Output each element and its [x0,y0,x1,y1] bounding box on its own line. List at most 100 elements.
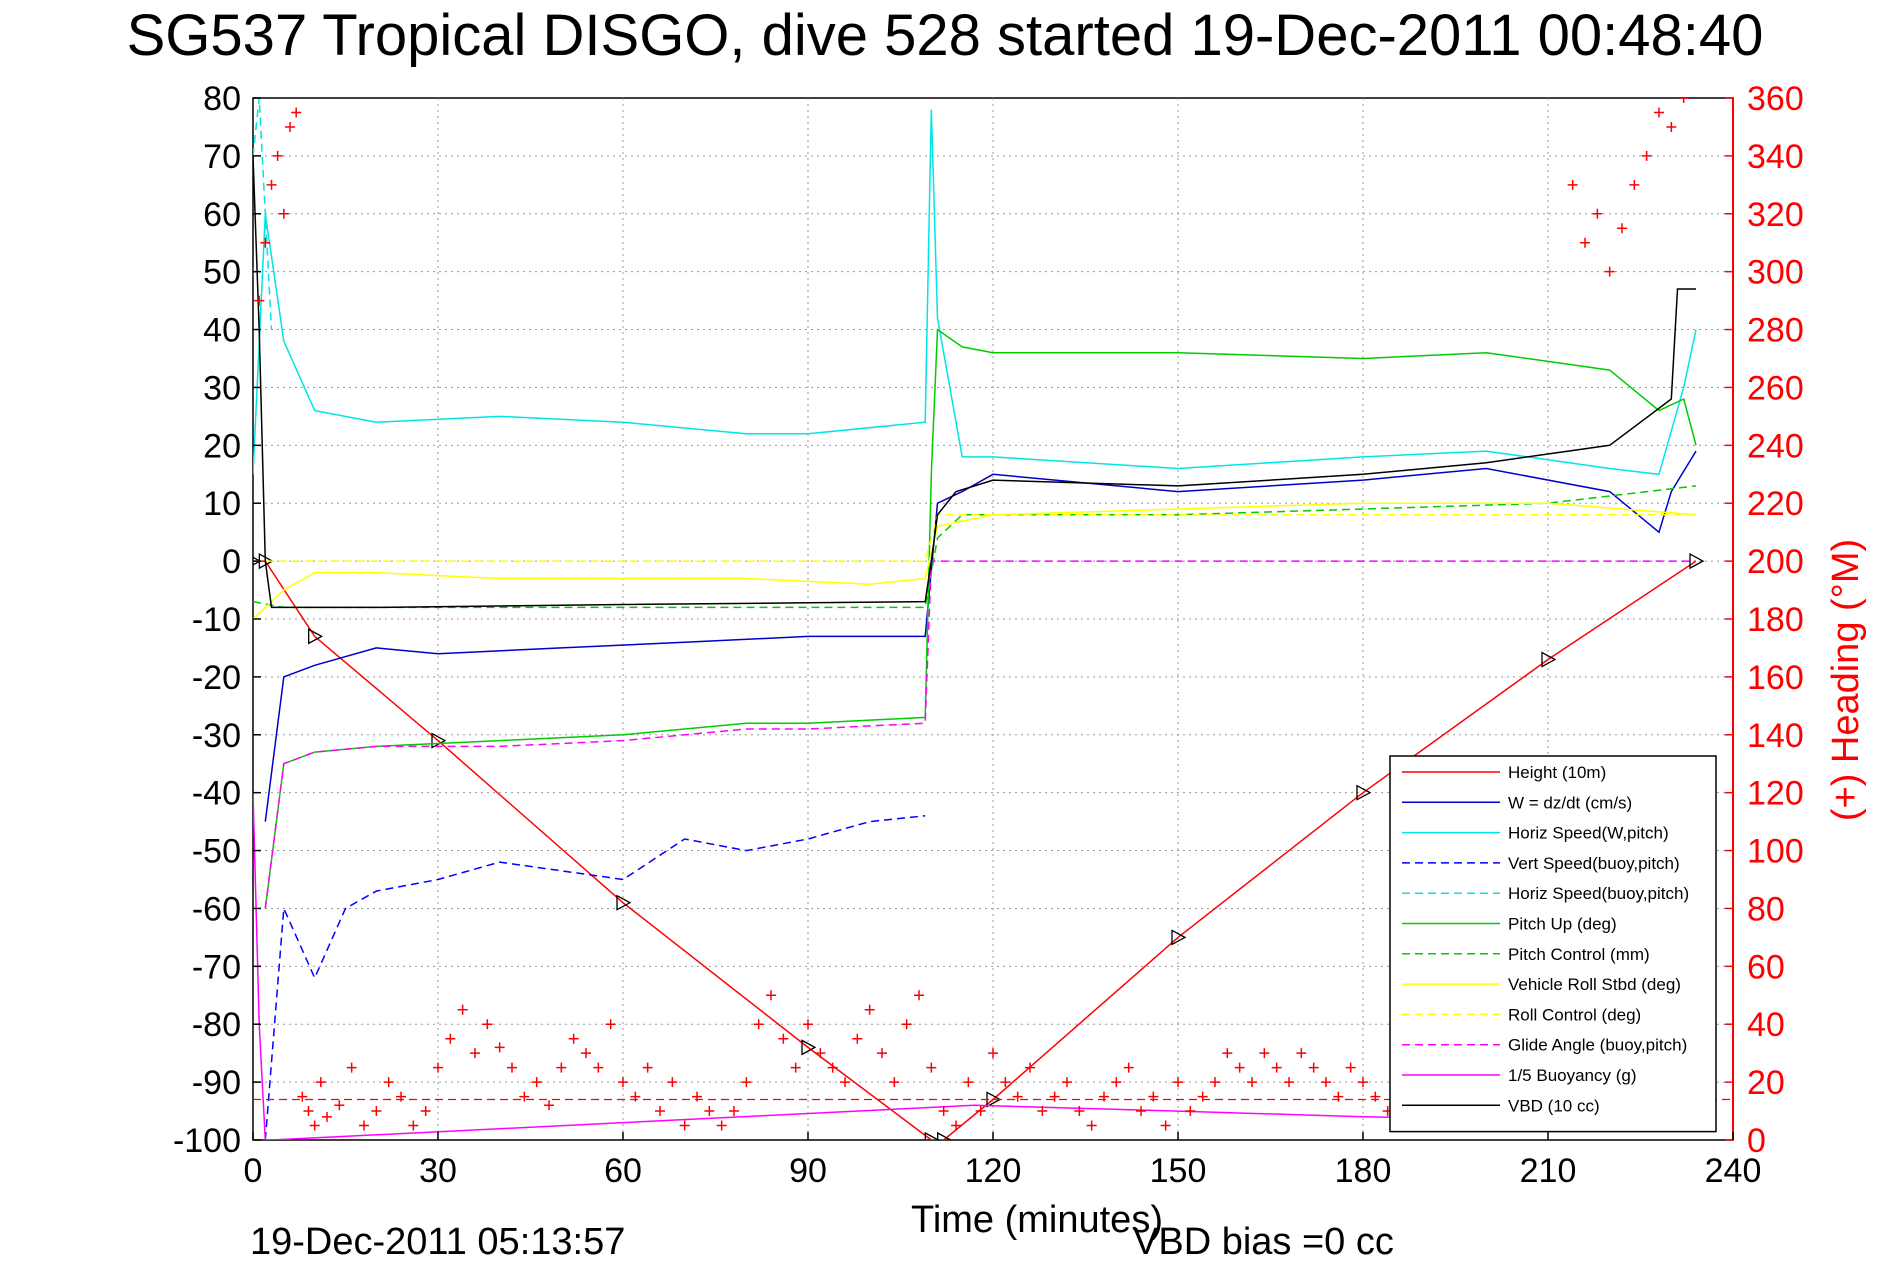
heading-point [1604,266,1615,277]
grid [253,98,1733,1140]
heading-point [1333,1091,1344,1102]
legend-label-vbd: VBD (10 cc) [1508,1096,1600,1115]
heading-point [1222,1048,1233,1059]
x-tick-label: 180 [1335,1152,1392,1190]
heading-point [1247,1077,1257,1088]
series-w-line [264,450,1697,822]
heading-point [291,107,302,118]
heading-point [716,1120,727,1131]
heading-point [1654,107,1664,118]
y-tick-label-left: -30 [192,717,241,755]
y-tick-label-right: 140 [1747,717,1804,755]
y-tick-label-right: 280 [1747,312,1804,350]
heading-point [901,1019,912,1030]
heading-point [297,1091,308,1102]
heading-point [1000,1077,1011,1088]
heading-point [433,1062,443,1073]
heading-point [1049,1091,1060,1102]
y-tick-label-left: 20 [203,427,241,465]
heading-point [1074,1106,1085,1117]
legend-label-pitch_control: Pitch Control (mm) [1508,945,1650,964]
y-tick-label-right: 360 [1747,80,1804,118]
heading-point [470,1048,480,1059]
x-tick-label: 90 [789,1152,827,1190]
y-tick-label-left: 0 [222,543,241,581]
y-tick-label-left: 60 [203,196,241,234]
heading-point [1271,1062,1282,1073]
heading-point [655,1106,665,1117]
height-marker [308,628,324,645]
heading-point [1567,179,1578,190]
heading-point [1099,1091,1109,1102]
legend-label-roll: Vehicle Roll Stbd (deg) [1508,975,1681,994]
heading-point [531,1077,542,1088]
heading-point [544,1100,554,1111]
heading-point [1592,208,1603,219]
heading-point [309,1120,320,1131]
heading-point [568,1033,579,1044]
heading-point [630,1091,641,1102]
height-marker [616,894,632,911]
y-tick-label-left: 50 [203,254,241,292]
heading-point [445,1033,456,1044]
series-roll_control-line [253,514,1696,562]
heading-point [322,1111,332,1122]
heading-point [1259,1048,1270,1059]
heading-point [482,1019,493,1030]
x-axis: 0 30 60 90 120 150 180 210 240 [244,1132,1761,1190]
heading-point [864,1004,875,1015]
heading-point [667,1077,678,1088]
height-marker [253,556,262,566]
y-tick-label-left: 40 [203,312,241,350]
y-tick-label-right: 340 [1747,138,1804,176]
heading-point [692,1091,702,1102]
y-tick-label-left: -100 [173,1122,241,1160]
heading-point [840,1077,850,1088]
height-marker [1689,553,1705,570]
y-tick-label-left: 30 [203,369,241,407]
heading-point [914,990,924,1001]
y-tick-label-left: -60 [192,890,241,928]
y-tick-label-left: -20 [192,659,241,697]
y-tick-label-left: -50 [192,833,241,871]
height-marker [937,1131,953,1140]
heading-point [618,1077,628,1088]
y-tick-label-right: 240 [1747,427,1804,465]
x-tick-label: 0 [244,1152,263,1190]
heading-point [1358,1077,1368,1088]
y-tick-label-right: 260 [1747,369,1804,407]
series-pitch_up-line [264,328,1697,909]
y-axis-right-label: (+) Heading (°M) [1825,539,1867,821]
y-tick-label-left: 10 [203,485,241,523]
y-tick-label-left: -90 [192,1064,241,1102]
heading-point [852,1033,863,1044]
x-tick-label: 60 [604,1152,642,1190]
heading-point [1296,1048,1307,1059]
heading-point [1160,1120,1171,1131]
heading-point [1234,1062,1245,1073]
heading-point [877,1048,887,1059]
y-tick-label-right: 200 [1747,543,1804,581]
series-buoyancy-line [253,792,1697,1140]
heading-point [1345,1062,1356,1073]
series-horiz_speed_buoy-line [253,98,273,330]
heading-point [988,1048,998,1059]
x-tick-label: 120 [965,1152,1022,1190]
heading-point [260,237,271,248]
heading-point [383,1077,394,1088]
heading-point [827,1062,838,1073]
series-vbd-line [253,155,1696,609]
heading-point [753,1019,764,1030]
legend-label-buoyancy: 1/5 Buoyancy (g) [1508,1066,1637,1085]
heading-point [741,1077,752,1088]
legend-label-pitch_up: Pitch Up (deg) [1508,915,1617,934]
y-axis-right: 3603403203002802602402202001801601401201… [1725,80,1804,1160]
heading-point [346,1062,357,1073]
heading-point [938,1106,949,1117]
heading-point [278,208,289,219]
legend: Height (10m) W = dz/dt (cm/s) Horiz Speed(… [1389,755,1717,1133]
heading-point [642,1062,653,1073]
y-tick-label-right: 0 [1747,1122,1766,1160]
heading-point [272,150,283,161]
series-vert_speed_buoy-line [264,815,926,1140]
